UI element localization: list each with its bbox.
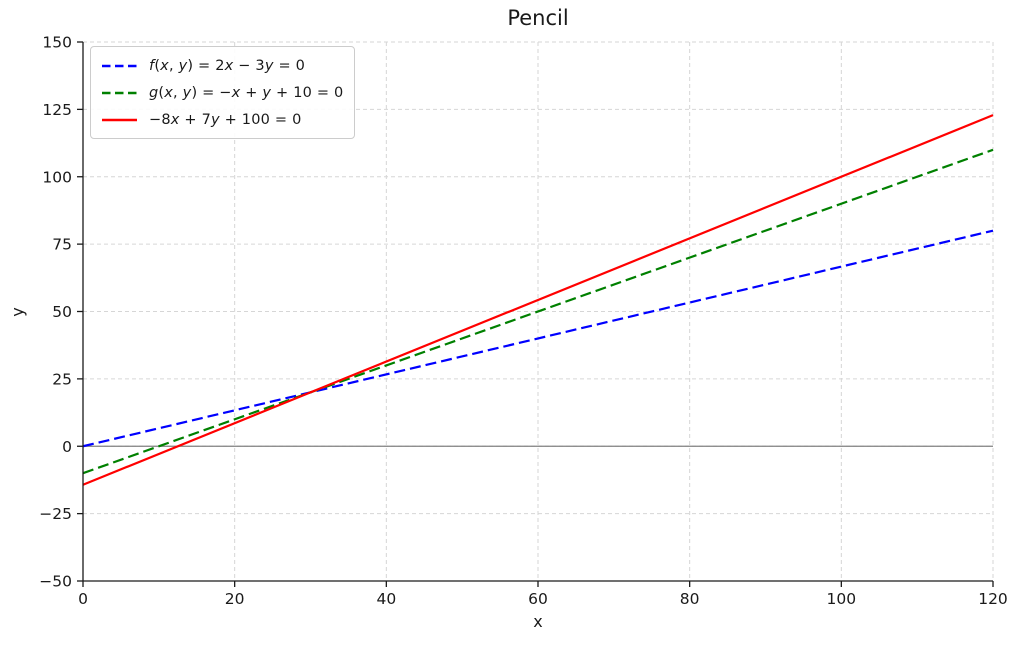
y-tick-label: 0: [62, 438, 72, 456]
y-tick-label: −50: [39, 573, 72, 591]
x-tick-label: 80: [680, 590, 700, 608]
y-tick-label: 125: [42, 101, 72, 119]
y-tick-label: 100: [42, 168, 72, 186]
x-tick-label: 40: [376, 590, 396, 608]
x-tick-label: 120: [978, 590, 1008, 608]
legend-line-sample-1: [102, 91, 137, 94]
x-tick-label: 0: [78, 590, 88, 608]
x-tick-label: 100: [827, 590, 857, 608]
x-tick-label: 60: [528, 590, 548, 608]
y-tick-label: 75: [52, 236, 72, 254]
chart-title: Pencil: [507, 6, 569, 30]
legend-label-0: f(x, y) = 2x − 3y = 0: [149, 57, 306, 74]
legend-line-sample-0: [102, 64, 137, 67]
y-tick-label: 25: [52, 370, 72, 388]
y-tick-label: 150: [42, 34, 72, 52]
legend-item-0: f(x, y) = 2x − 3y = 0: [101, 54, 343, 77]
legend-item-2: −8x + 7y + 100 = 0: [101, 108, 343, 131]
y-axis-label: y: [8, 307, 27, 317]
series-line-1: [82, 148, 994, 475]
legend: f(x, y) = 2x − 3y = 0 g(x, y) = −x + y + …: [90, 46, 356, 139]
legend-label-1: g(x, y) = −x + y + 10 = 0: [149, 84, 344, 101]
legend-label-2: −8x + 7y + 100 = 0: [149, 111, 302, 128]
legend-line-sample-2: [102, 118, 137, 121]
series-line-2: [82, 114, 994, 486]
series-line-0: [82, 229, 994, 448]
x-tick-label: 20: [225, 590, 245, 608]
x-axis-label: x: [533, 612, 543, 631]
legend-item-1: g(x, y) = −x + y + 10 = 0: [101, 81, 343, 104]
y-tick-label: 50: [52, 303, 72, 321]
y-tick-label: −25: [39, 505, 72, 523]
